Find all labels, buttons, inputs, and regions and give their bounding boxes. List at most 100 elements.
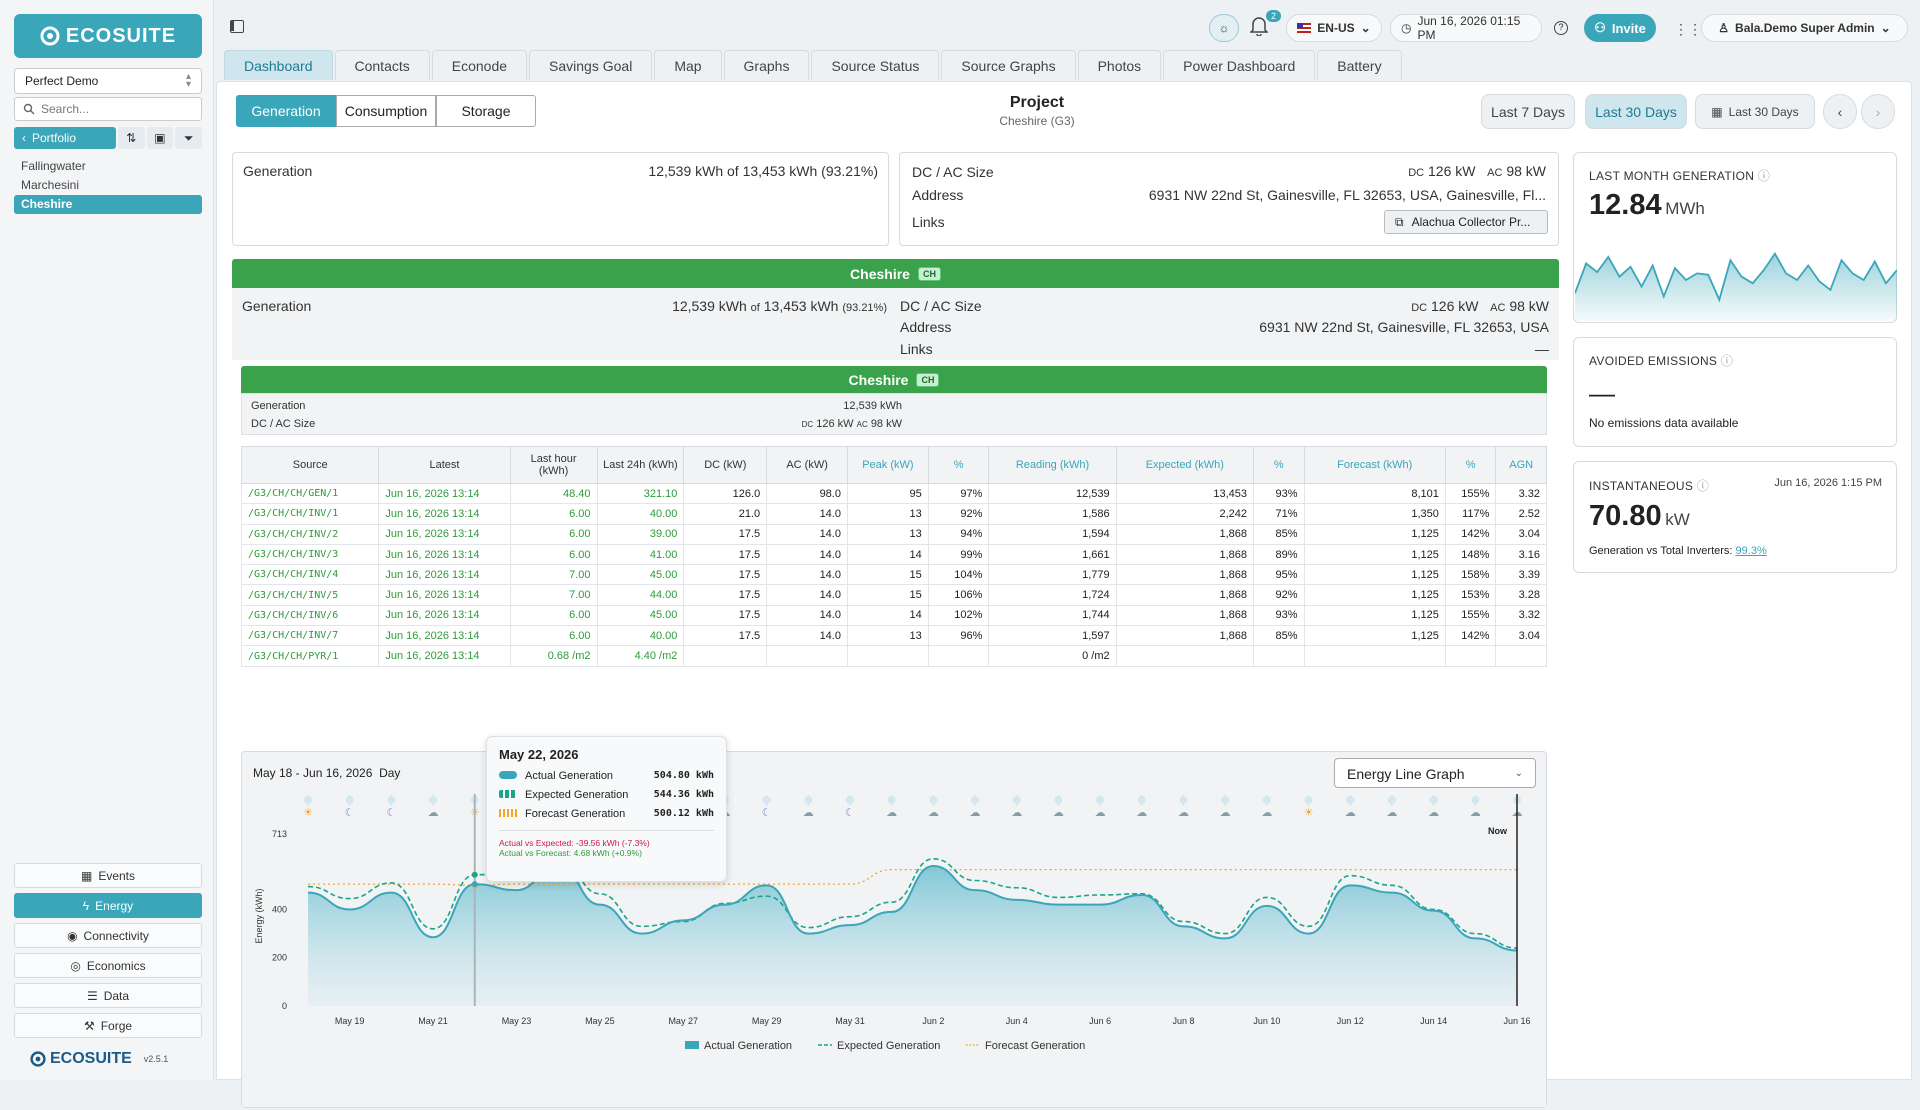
column-header[interactable]: Expected (kWh): [1115, 446, 1255, 484]
date-range-picker[interactable]: ▦ Last 30 Days: [1695, 94, 1815, 129]
table-row[interactable]: /G3/CH/CH/INV/3 Jun 16, 2026 13:14 6.00 41.…: [240, 543, 1547, 566]
table-row[interactable]: /G3/CH/CH/PYR/1 Jun 16, 2026 13:14 0.68 /m…: [240, 645, 1547, 667]
column-header[interactable]: Forecast (kWh): [1303, 446, 1446, 484]
help-icon[interactable]: ?: [1554, 21, 1568, 35]
tab-source-graphs[interactable]: Source Graphs: [941, 50, 1076, 80]
nav-economics[interactable]: ◎ Economics: [14, 953, 202, 978]
theme-toggle-button[interactable]: ☼: [1209, 14, 1239, 42]
table-cell: 13: [846, 523, 929, 545]
system-dcac-label: DC / AC Size: [251, 418, 316, 430]
language-select[interactable]: EN-US ⌄: [1286, 14, 1382, 42]
table-row[interactable]: /G3/CH/CH/INV/4 Jun 16, 2026 13:14 7.00 45.…: [240, 564, 1547, 586]
prev-range-button[interactable]: ‹: [1823, 94, 1857, 129]
table-cell[interactable]: /G3/CH/CH/INV/6: [240, 604, 380, 627]
project-item-fallingwater[interactable]: Fallingwater: [21, 159, 86, 173]
segment-generation[interactable]: Generation: [236, 95, 336, 127]
project-item-cheshire[interactable]: Cheshire: [14, 195, 202, 214]
column-header[interactable]: AC (kW): [766, 446, 848, 484]
last-7-days-button[interactable]: Last 7 Days: [1481, 94, 1575, 129]
table-cell[interactable]: /G3/CH/CH/INV/3: [240, 543, 380, 566]
energy-chart-panel: May 18 - Jun 16, 2026 Day Energy Line Gr…: [241, 751, 1547, 1108]
tab-source-status[interactable]: Source Status: [811, 50, 940, 80]
table-cell: 97%: [927, 482, 990, 505]
weather-dot: [429, 796, 438, 804]
ecosuite-logo[interactable]: ECOSUITE: [14, 14, 202, 58]
table-cell[interactable]: /G3/CH/CH/INV/2: [240, 523, 380, 545]
portfolio-select[interactable]: Perfect Demo ▴ ▾: [14, 68, 202, 94]
table-cell[interactable]: /G3/CH/CH/PYR/1: [240, 645, 380, 667]
table-cell: [1115, 645, 1255, 667]
cloud-icon: ☁: [1136, 806, 1147, 819]
table-cell: 1,597: [988, 625, 1117, 647]
nav-connectivity[interactable]: ◉ Connectivity: [14, 923, 202, 948]
nav-data[interactable]: ☰ Data: [14, 983, 202, 1008]
last-30-days-button[interactable]: Last 30 Days: [1585, 94, 1687, 129]
inst-link[interactable]: 99.3%: [1735, 545, 1767, 557]
table-cell: 1,868: [1115, 564, 1255, 586]
graph-type-select[interactable]: Energy Line Graph ⌄: [1334, 758, 1536, 788]
user-menu[interactable]: ♙ Bala.Demo Super Admin ⌄: [1701, 14, 1908, 42]
sidebar-toggle-icon[interactable]: [230, 20, 244, 33]
column-header[interactable]: Peak (kW): [846, 446, 929, 484]
site-gen-of: of: [750, 302, 760, 314]
nav-energy[interactable]: ϟ Energy: [14, 893, 202, 918]
table-cell[interactable]: /G3/CH/CH/INV/7: [240, 625, 380, 647]
site-gen-pct: (93.21%): [842, 302, 887, 314]
table-cell: 15: [846, 584, 929, 606]
info-icon[interactable]: ⓘ: [1696, 479, 1710, 493]
sort-icon[interactable]: ⇅: [117, 127, 145, 149]
column-header[interactable]: %: [927, 446, 990, 484]
invite-button[interactable]: ⚇ Invite: [1584, 14, 1656, 42]
tab-dashboard[interactable]: Dashboard: [224, 50, 333, 80]
tab-graphs[interactable]: Graphs: [723, 50, 810, 80]
link-button[interactable]: ⧉ Alachua Collector Pr...: [1384, 210, 1548, 234]
column-header[interactable]: Last 24h (kWh): [596, 446, 685, 484]
column-header[interactable]: Latest: [378, 446, 511, 484]
project-item-marchesini[interactable]: Marchesini: [21, 178, 80, 192]
last-month-generation-card: LAST MONTH GENERATION ⓘ 12.84 MWh: [1573, 152, 1897, 323]
info-icon[interactable]: ⓘ: [1757, 169, 1771, 183]
column-header[interactable]: %: [1253, 446, 1305, 484]
table-cell[interactable]: /G3/CH/CH/INV/5: [240, 584, 380, 606]
column-header[interactable]: Last hour (kWh): [509, 446, 598, 484]
column-header[interactable]: AGN: [1495, 446, 1547, 484]
x-tick-label: Jun 14: [1420, 1016, 1447, 1026]
column-header[interactable]: Source: [240, 446, 380, 484]
energy-line-chart[interactable]: 0 200 400 713 Energy (kWh) May 19 May 21 May 23…: [242, 794, 1546, 1107]
table-cell: 1,125: [1303, 523, 1446, 545]
tab-power-dashboard[interactable]: Power Dashboard: [1163, 50, 1316, 80]
table-row[interactable]: /G3/CH/CH/INV/2 Jun 16, 2026 13:14 6.00 39.…: [240, 523, 1547, 545]
tab-photos[interactable]: Photos: [1077, 50, 1162, 80]
table-row[interactable]: /G3/CH/CH/INV/1 Jun 16, 2026 13:14 6.00 40.…: [240, 503, 1547, 525]
tab-battery[interactable]: Battery: [1317, 50, 1402, 80]
tab-contacts[interactable]: Contacts: [334, 50, 430, 80]
info-icon[interactable]: ⓘ: [1720, 354, 1734, 368]
save-icon[interactable]: ▣: [146, 127, 174, 149]
segment-consumption[interactable]: Consumption: [336, 95, 436, 127]
column-header[interactable]: DC (kW): [683, 446, 768, 484]
table-row[interactable]: /G3/CH/CH/GEN/1 Jun 16, 2026 13:14 48.40 32…: [240, 482, 1547, 505]
table-row[interactable]: /G3/CH/CH/INV/5 Jun 16, 2026 13:14 7.00 44.…: [240, 584, 1547, 606]
table-row[interactable]: /G3/CH/CH/INV/7 Jun 16, 2026 13:14 6.00 40.…: [240, 625, 1547, 647]
actual-hover-point: [471, 881, 478, 888]
tab-map[interactable]: Map: [654, 50, 722, 80]
table-cell[interactable]: /G3/CH/CH/GEN/1: [240, 482, 380, 505]
tab-econode[interactable]: Econode: [431, 50, 528, 80]
table-cell[interactable]: /G3/CH/CH/INV/1: [240, 503, 380, 525]
table-cell[interactable]: /G3/CH/CH/INV/4: [240, 564, 380, 586]
nav-forge[interactable]: ⚒ Forge: [14, 1013, 202, 1038]
notifications-bell-icon[interactable]: [1249, 16, 1272, 40]
filter-icon[interactable]: ⏷: [175, 127, 202, 149]
segment-storage[interactable]: Storage: [436, 95, 536, 127]
notification-badge: 2: [1266, 10, 1282, 22]
search-input[interactable]: Search...: [14, 97, 202, 121]
weather-dot: [1179, 796, 1188, 804]
next-range-button[interactable]: ›: [1861, 94, 1895, 129]
tab-savings-goal[interactable]: Savings Goal: [529, 50, 653, 80]
portfolio-back-button[interactable]: ‹ Portfolio: [14, 127, 116, 149]
table-row[interactable]: /G3/CH/CH/INV/6 Jun 16, 2026 13:14 6.00 45.…: [240, 604, 1547, 627]
datetime-display[interactable]: ◷ Jun 16, 2026 01:15 PM: [1390, 14, 1542, 42]
nav-events[interactable]: ▦ Events: [14, 863, 202, 888]
column-header[interactable]: %: [1444, 446, 1497, 484]
column-header[interactable]: Reading (kWh): [988, 446, 1117, 484]
